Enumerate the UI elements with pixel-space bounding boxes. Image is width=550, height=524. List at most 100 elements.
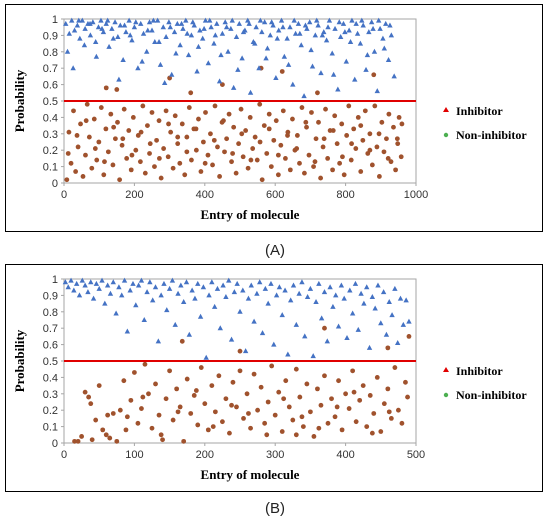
non-inhibitor-point <box>297 394 303 400</box>
non-inhibitor-point <box>65 151 71 156</box>
non-inhibitor-point <box>287 167 293 173</box>
non-inhibitor-point <box>279 429 285 434</box>
inhibitor-point <box>282 287 288 293</box>
inhibitor-point <box>285 351 291 357</box>
non-inhibitor-point <box>348 157 354 163</box>
inhibitor-point <box>392 285 398 291</box>
inhibitor-point <box>315 22 321 28</box>
non-inhibitor-point <box>367 131 373 137</box>
inhibitor-point <box>205 60 212 66</box>
non-inhibitor-point <box>360 383 366 388</box>
inhibitor-point <box>324 338 330 344</box>
non-inhibitor-point <box>322 325 327 331</box>
legend-non-inhibitor-marker <box>443 392 449 398</box>
inhibitor-point <box>264 45 271 51</box>
non-inhibitor-point <box>103 432 109 438</box>
non-inhibitor-point <box>339 427 345 433</box>
inhibitor-point <box>189 287 195 293</box>
non-inhibitor-point <box>358 169 364 174</box>
inhibitor-point <box>280 24 286 30</box>
non-inhibitor-point <box>189 157 194 163</box>
inhibitor-point <box>88 279 94 285</box>
x-tick-label: 600 <box>266 189 284 201</box>
inhibitor-point <box>308 47 314 53</box>
inhibitor-point <box>161 79 168 85</box>
x-tick-label: 1000 <box>404 189 428 201</box>
inhibitor-point <box>154 17 161 23</box>
panel-caption-b: (B) <box>265 500 285 517</box>
non-inhibitor-point <box>308 409 313 415</box>
inhibitor-point <box>406 318 412 324</box>
inhibitor-point <box>374 88 380 94</box>
non-inhibitor-point <box>101 172 107 178</box>
non-inhibitor-point <box>300 424 306 429</box>
inhibitor-point <box>233 34 240 40</box>
inhibitor-point <box>383 331 390 337</box>
non-inhibitor-point <box>248 425 253 431</box>
non-inhibitor-point <box>378 429 384 434</box>
inhibitor-point <box>278 17 285 23</box>
inhibitor-point <box>301 93 307 99</box>
non-inhibitor-point <box>126 128 132 133</box>
inhibitor-point <box>217 325 223 331</box>
non-inhibitor-point <box>216 373 222 379</box>
non-inhibitor-point <box>121 378 127 384</box>
inhibitor-point <box>195 43 202 49</box>
non-inhibitor-point <box>226 111 232 117</box>
non-inhibitor-point <box>84 101 90 107</box>
inhibitor-point <box>158 292 164 298</box>
non-inhibitor-point <box>302 170 307 176</box>
non-inhibitor-point <box>405 394 410 400</box>
non-inhibitor-point <box>78 121 83 127</box>
inhibitor-point <box>225 48 231 54</box>
inhibitor-point <box>144 289 150 295</box>
non-inhibitor-point <box>117 177 123 183</box>
inhibitor-point <box>96 285 102 291</box>
non-inhibitor-point <box>188 90 194 96</box>
non-inhibitor-point <box>96 139 102 145</box>
non-inhibitor-point <box>385 345 391 351</box>
inhibitor-point <box>297 30 303 36</box>
non-inhibitor-point <box>71 108 76 114</box>
non-inhibitor-point <box>393 167 398 173</box>
non-inhibitor-point <box>318 402 324 408</box>
inhibitor-point <box>166 19 172 25</box>
non-inhibitor-point <box>309 110 314 115</box>
non-inhibitor-point <box>398 154 404 160</box>
inhibitor-point <box>358 290 364 296</box>
non-inhibitor-point <box>392 365 398 370</box>
inhibitor-point <box>298 42 304 48</box>
non-inhibitor-point <box>353 419 359 425</box>
non-inhibitor-point <box>280 108 286 114</box>
inhibitor-point <box>81 42 88 48</box>
legend-inhibitor-label: Inhibitor <box>456 364 503 378</box>
inhibitor-point <box>171 29 178 35</box>
non-inhibitor-point <box>306 152 312 158</box>
inhibitor-point <box>199 35 206 41</box>
non-inhibitor-point <box>364 424 370 429</box>
y-tick-label: 0.9 <box>43 290 58 302</box>
inhibitor-point <box>185 52 192 58</box>
inhibitor-point <box>246 20 252 26</box>
non-inhibitor-point <box>247 115 253 120</box>
non-inhibitor-point <box>86 134 92 140</box>
inhibitor-point <box>201 25 207 31</box>
non-inhibitor-point <box>188 411 194 416</box>
non-inhibitor-point <box>128 167 134 173</box>
inhibitor-point <box>195 280 201 286</box>
inhibitor-point <box>310 353 316 359</box>
inhibitor-point <box>183 17 189 23</box>
inhibitor-point <box>220 282 226 288</box>
non-inhibitor-point <box>321 136 327 142</box>
inhibitor-point <box>372 305 378 311</box>
inhibitor-point <box>74 22 81 28</box>
non-inhibitor-point <box>396 407 401 413</box>
non-inhibitor-point <box>279 69 285 74</box>
non-inhibitor-point <box>362 108 368 114</box>
non-inhibitor-point <box>193 147 199 153</box>
non-inhibitor-point <box>149 425 155 431</box>
non-inhibitor-point <box>275 152 281 158</box>
non-inhibitor-point <box>297 160 302 166</box>
non-inhibitor-point <box>311 434 317 439</box>
inhibitor-point <box>380 289 387 295</box>
